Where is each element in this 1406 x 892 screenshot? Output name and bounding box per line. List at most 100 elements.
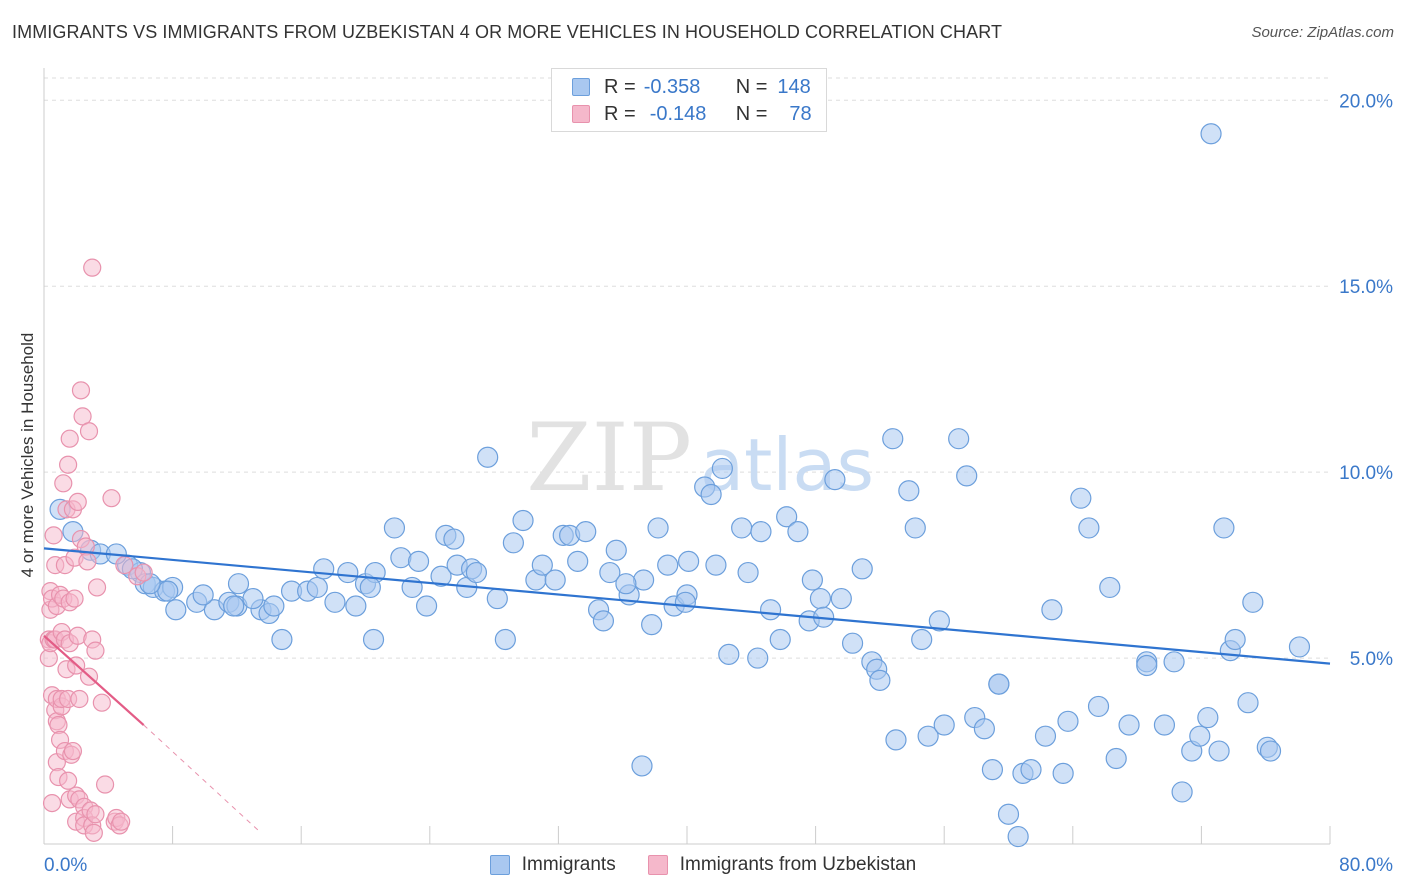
data-point-immigrants: [1118, 714, 1140, 736]
data-point-immigrants: [981, 759, 1004, 781]
data-point-immigrants: [809, 587, 832, 610]
data-point-immigrants: [157, 580, 179, 602]
data-point-uzbekistan: [71, 381, 91, 400]
data-point-immigrants: [415, 595, 438, 617]
data-point-immigrants: [759, 599, 782, 621]
data-point-immigrants: [885, 729, 907, 751]
data-point-immigrants: [632, 569, 655, 591]
data-point-immigrants: [1208, 740, 1230, 762]
data-point-immigrants: [711, 457, 733, 480]
data-point-uzbekistan: [63, 741, 83, 761]
data-point-uzbekistan: [134, 563, 153, 582]
data-point-immigrants: [824, 468, 846, 491]
data-point-immigrants: [477, 446, 499, 468]
y-tick-label: 5.0%: [1350, 649, 1393, 670]
data-point-immigrants: [705, 554, 727, 576]
data-point-immigrants: [933, 714, 955, 736]
data-point-immigrants: [1200, 123, 1222, 145]
r-label: R =: [604, 75, 636, 98]
data-point-immigrants: [1078, 517, 1100, 539]
data-point-immigrants: [1288, 636, 1311, 658]
data-point-uzbekistan: [87, 578, 107, 597]
data-point-immigrants: [731, 517, 753, 539]
watermark-zip: ZIP: [526, 404, 692, 513]
data-point-immigrants: [917, 725, 939, 747]
data-point-immigrants: [512, 509, 534, 532]
data-point-uzbekistan: [83, 258, 102, 277]
series-immigrants-from-uzbekistan: [39, 258, 153, 842]
data-point-immigrants: [657, 554, 679, 576]
data-point-immigrants: [911, 628, 933, 651]
data-point-uzbekistan: [59, 771, 78, 790]
data-point-immigrants: [544, 569, 566, 591]
data-point-immigrants: [165, 599, 187, 621]
data-point-immigrants: [567, 550, 589, 572]
data-point-immigrants: [1259, 740, 1282, 762]
data-point-immigrants: [531, 554, 553, 576]
data-point-immigrants: [443, 528, 465, 550]
y-tick-label: 10.0%: [1339, 463, 1393, 484]
data-point-immigrants: [359, 576, 381, 599]
data-point-immigrants: [1237, 692, 1259, 714]
data-point-immigrants: [718, 643, 740, 665]
data-point-immigrants: [647, 517, 669, 539]
data-point-immigrants: [750, 521, 772, 543]
data-point-uzbekistan: [44, 526, 63, 545]
legend-row-uzbekistan: R = -0.148 N = 78: [572, 102, 812, 126]
data-point-immigrants: [928, 610, 950, 632]
data-point-immigrants: [306, 576, 328, 599]
series-legend: Immigrants Immigrants from Uzbekistan: [0, 852, 1406, 878]
data-point-immigrants: [271, 628, 293, 651]
legend-label-immigrants: Immigrants: [521, 854, 616, 875]
data-point-uzbekistan: [112, 812, 131, 831]
chart-title: IMMIGRANTS VS IMMIGRANTS FROM UZBEKISTAN…: [12, 22, 1003, 42]
data-point-immigrants: [1224, 628, 1246, 651]
data-point-immigrants: [1041, 599, 1063, 621]
data-point-immigrants: [898, 480, 920, 502]
data-point-uzbekistan: [102, 489, 121, 508]
data-point-uzbekistan: [65, 589, 84, 608]
data-point-immigrants: [1034, 725, 1057, 747]
data-point-uzbekistan: [68, 492, 87, 512]
data-point-uzbekistan: [54, 474, 73, 493]
legend-item-immigrants[interactable]: Immigrants: [489, 854, 616, 876]
data-point-immigrants: [1189, 725, 1211, 747]
data-point-immigrants: [575, 521, 597, 543]
r-value: -0.148: [649, 102, 707, 125]
data-point-immigrants: [324, 591, 346, 613]
legend-item-uzbekistan[interactable]: Immigrants from Uzbekistan: [647, 854, 917, 876]
data-point-uzbekistan: [78, 552, 97, 571]
data-point-immigrants: [904, 517, 926, 539]
data-point-immigrants: [787, 521, 809, 543]
data-point-immigrants: [678, 550, 700, 572]
data-point-immigrants: [592, 610, 615, 632]
data-point-uzbekistan: [70, 689, 89, 709]
data-point-immigrants: [869, 669, 891, 691]
legend-label-uzbekistan: Immigrants from Uzbekistan: [679, 854, 917, 875]
data-point-immigrants: [615, 573, 637, 595]
data-point-immigrants: [192, 584, 214, 606]
data-point-immigrants: [1136, 654, 1158, 677]
data-point-uzbekistan: [42, 793, 62, 813]
data-point-immigrants: [674, 591, 696, 613]
axes: [43, 68, 1331, 845]
data-point-immigrants: [345, 595, 367, 617]
data-point-immigrants: [407, 550, 430, 572]
legend-row-immigrants: R = -0.358 N = 148: [572, 75, 811, 99]
data-point-immigrants: [882, 428, 904, 450]
y-tick-label: 15.0%: [1339, 277, 1393, 298]
data-point-immigrants: [362, 628, 385, 651]
data-point-immigrants: [801, 569, 823, 591]
legend-swatch-uzbekistan: [647, 855, 668, 875]
data-point-immigrants: [851, 558, 873, 580]
trend-line-uzbekistan-extension: [143, 724, 262, 834]
trend-line-uzbekistan: [43, 634, 145, 726]
data-point-immigrants: [769, 628, 791, 651]
data-point-immigrants: [830, 587, 852, 610]
data-point-immigrants: [383, 517, 406, 539]
data-point-immigrants: [486, 587, 508, 610]
correlation-legend: R = -0.358 N = 148 R = -0.148 N = 78: [551, 68, 827, 132]
n-label: N =: [735, 102, 768, 125]
data-point-immigrants: [988, 673, 1010, 695]
n-label: N =: [735, 75, 768, 98]
